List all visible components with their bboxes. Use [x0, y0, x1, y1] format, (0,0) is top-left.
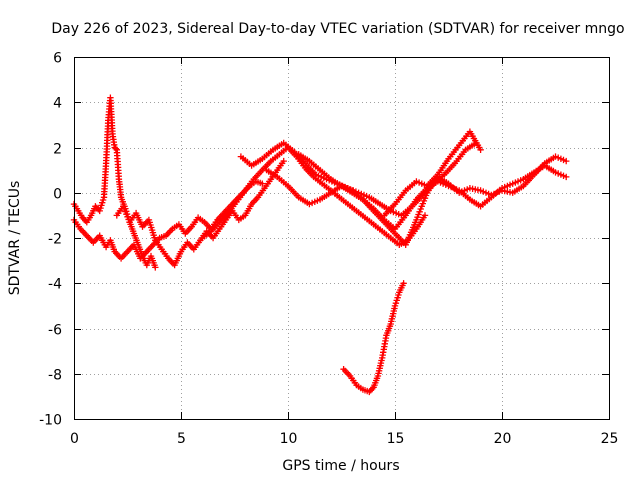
data-point: [152, 264, 159, 271]
data-point: [112, 145, 119, 152]
y-tick-label: -10: [39, 413, 62, 429]
series-line: [383, 130, 482, 217]
y-tick-label: 4: [53, 96, 62, 112]
series-trace-i: [340, 280, 407, 396]
y-tick-label: -2: [48, 232, 62, 248]
y-tick-label: -4: [48, 277, 62, 293]
plot-frame: [74, 57, 610, 420]
x-tick-label: 10: [280, 431, 298, 447]
y-tick-label: 2: [53, 142, 62, 158]
data-point: [392, 300, 400, 307]
chart-title: Day 226 of 2023, Sidereal Day-to-day VTE…: [51, 21, 624, 37]
plot-area: [70, 94, 570, 396]
data-point: [280, 157, 287, 165]
y-axis-label: SDTVAR / TECUs: [7, 181, 23, 296]
y-tick-label: 6: [53, 51, 62, 67]
x-tick-label: 0: [70, 431, 79, 447]
data-point: [400, 280, 407, 287]
axes: 0 5 10 15 20 25 -10 -8 -6 -4 -2 0 2 4 6: [39, 51, 618, 448]
x-tick-label: 25: [601, 431, 619, 447]
x-tick-label: 15: [387, 431, 405, 447]
x-tick-label: 5: [177, 431, 186, 447]
series-trace-h: [381, 128, 484, 219]
y-tick-label: -8: [48, 368, 62, 384]
series-line: [72, 180, 264, 260]
data-point: [259, 180, 266, 187]
x-tick-label: 20: [494, 431, 512, 447]
data-point: [96, 207, 103, 215]
data-point: [563, 173, 570, 181]
y-tick-label: 0: [53, 187, 62, 203]
y-tick-label: -6: [48, 323, 62, 339]
data-point: [416, 208, 423, 215]
data-point: [421, 212, 429, 219]
grid: [74, 57, 609, 419]
data-point: [477, 146, 484, 153]
series-trace-g: [295, 151, 570, 248]
x-axis-label: GPS time / hours: [282, 458, 399, 474]
data-point: [563, 157, 570, 165]
